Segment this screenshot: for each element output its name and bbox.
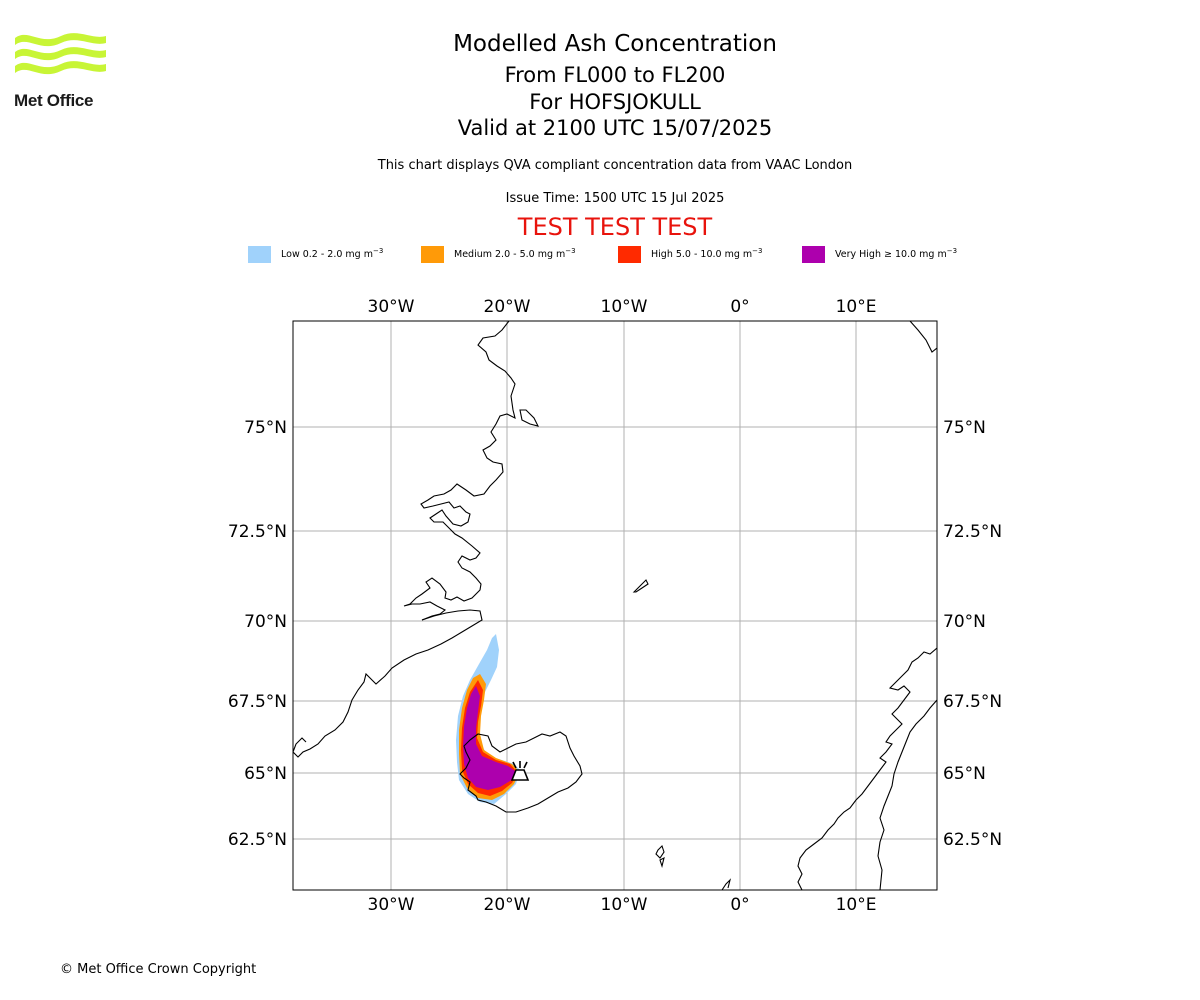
lat-label-left: 72.5°N [228,522,287,542]
coast-jan-mayen [632,579,649,593]
met-office-logo: Met Office [14,30,108,114]
coast-small-island [519,409,540,427]
valid-time: Valid at 2100 UTC 15/07/2025 [457,116,773,140]
legend-swatch-high [618,245,641,263]
legend-item-very-high: Very High ≥ 10.0 mg m−3 [802,245,957,263]
coast-iceland [459,731,583,813]
lon-label-top: 10°W [601,297,648,317]
legend-item-low: Low 0.2 - 2.0 mg m−3 [248,245,383,263]
coast-norway [797,647,937,890]
lon-label-top: 0° [730,297,749,317]
copyright: © Met Office Crown Copyright [60,962,257,977]
legend-swatch-low [248,245,271,263]
coast-greenland-north [403,321,516,621]
chart-title: Modelled Ash Concentration [453,31,777,57]
lon-labels-top: 30°W 20°W 10°W 0° 10°E [368,297,877,317]
lon-label-top: 30°W [368,297,415,317]
lat-label-right: 75°N [943,418,986,438]
coastlines [293,321,937,890]
coast-svalbard-edge [909,321,937,353]
legend-label-very-high: Very High ≥ 10.0 mg m−3 [835,247,958,261]
lat-label-left: 67.5°N [228,692,287,712]
lat-label-right: 65°N [943,764,986,784]
lat-label-left: 62.5°N [228,830,287,850]
lat-label-left: 75°N [244,418,287,438]
chart-description: This chart displays QVA compliant concen… [377,158,853,173]
legend-item-medium: Medium 2.0 - 5.0 mg m−3 [421,245,576,263]
lon-labels-bottom: 30°W 20°W 10°W 0° 10°E [368,895,877,915]
lat-label-right: 67.5°N [943,692,1002,712]
lon-label-top: 20°W [484,297,531,317]
lat-labels-left: 75°N 72.5°N 70°N 67.5°N 65°N 62.5°N [228,418,287,850]
legend-label-high: High 5.0 - 10.0 mg m−3 [651,247,763,261]
volcano-name: For HOFSJOKULL [529,90,701,114]
lat-label-right: 62.5°N [943,830,1002,850]
legend-swatch-very-high [802,245,825,263]
ash-plume [456,634,520,804]
test-banner: TEST TEST TEST [517,213,713,241]
met-office-logo-text: Met Office [14,91,94,110]
lon-label-bottom: 30°W [368,895,415,915]
legend-label-medium: Medium 2.0 - 5.0 mg m−3 [454,247,576,261]
ash-zone-very-high [463,686,518,790]
map-frame [292,320,938,891]
lat-label-right: 70°N [943,612,986,632]
coast-norway-inner [877,699,937,890]
lat-label-left: 70°N [244,612,287,632]
met-office-waves-icon [15,33,106,75]
legend-swatch-medium [421,245,444,263]
lon-label-top: 10°E [836,297,877,317]
lat-label-right: 72.5°N [943,522,1002,542]
volcano-icon [510,761,530,781]
legend-item-high: High 5.0 - 10.0 mg m−3 [618,245,763,263]
legend-label-low: Low 0.2 - 2.0 mg m−3 [281,247,384,261]
lon-label-bottom: 10°E [836,895,877,915]
coast-shetland [721,878,732,890]
gridlines [293,321,937,890]
lat-label-left: 65°N [244,764,287,784]
issue-time: Issue Time: 1500 UTC 15 Jul 2025 [505,191,725,206]
lon-label-bottom: 10°W [601,895,648,915]
lon-label-bottom: 0° [730,895,749,915]
flight-levels: From FL000 to FL200 [504,63,726,87]
lon-label-bottom: 20°W [484,895,531,915]
coast-greenland-east [293,609,483,758]
lat-labels-right: 75°N 72.5°N 70°N 67.5°N 65°N 62.5°N [943,418,1002,850]
coast-faroe [655,844,665,868]
